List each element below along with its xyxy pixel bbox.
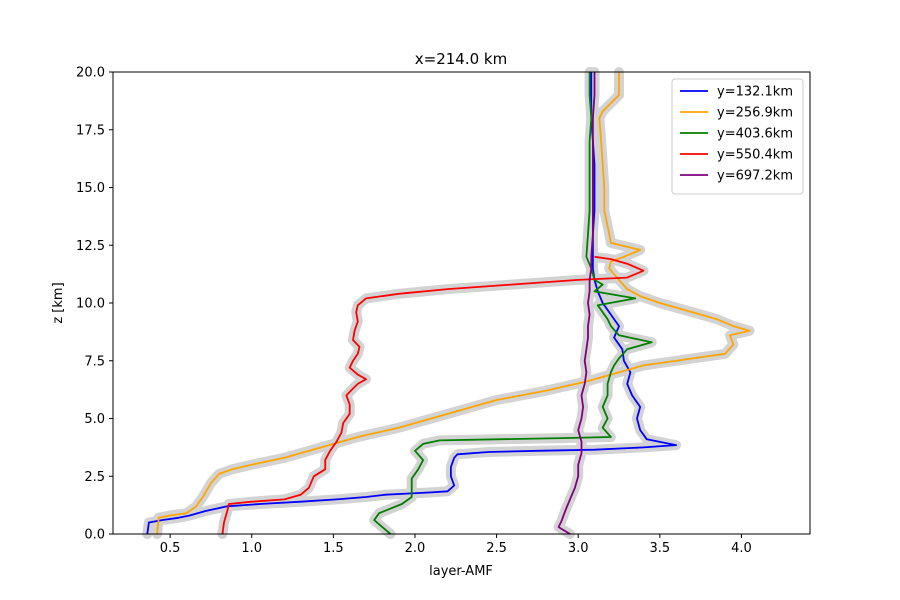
series-line-y-403-6km [373,72,653,535]
y-tick-label: 20.0 [76,66,105,81]
legend-label: y=550.4km [717,148,793,163]
series-line-y-256-9km [156,72,751,535]
y-tick-label: 0.0 [84,528,105,543]
x-axis: 0.5 1.0 1.5 2.0 2.5 3.0 3.5 4.0 [160,534,752,556]
legend-label: y=256.9km [717,106,793,121]
series-lines [146,72,751,535]
y-tick-label: 2.5 [84,470,105,485]
y-tick-label: 10.0 [76,297,105,312]
legend-box [671,78,804,195]
x-tick-label: 4.0 [731,541,752,556]
y-tick-label: 7.5 [84,354,105,369]
x-tick-label: 2.5 [486,541,507,556]
x-tick-label: 1.0 [241,541,262,556]
y-axis: 0.0 2.5 5.0 7.5 10.0 12.5 15.0 17.5 20.0 [76,66,113,543]
x-tick-label: 3.5 [649,541,670,556]
series-line-y-550-4km [221,255,645,535]
y-tick-label: 12.5 [76,239,105,254]
series-line-y-132-1km [146,72,677,535]
y-axis-label: z [km] [51,282,66,323]
x-tick-label: 3.0 [568,541,589,556]
x-tick-label: 2.0 [405,541,426,556]
x-tick-label: 0.5 [160,541,181,556]
y-tick-label: 5.0 [84,412,105,427]
x-tick-label: 1.5 [323,541,344,556]
legend-label: y=132.1km [717,85,793,100]
legend-label: y=697.2km [717,169,793,184]
y-tick-label: 15.0 [76,181,105,196]
series-line-y-697-2km [557,72,596,535]
legend-label: y=403.6km [717,127,793,142]
legend: y=132.1km y=256.9km y=403.6km y=550.4km y=69… [671,78,804,195]
y-tick-label: 17.5 [76,123,105,138]
chart-title: x=214.0 km [415,50,507,68]
x-axis-label: layer-AMF [429,564,493,579]
